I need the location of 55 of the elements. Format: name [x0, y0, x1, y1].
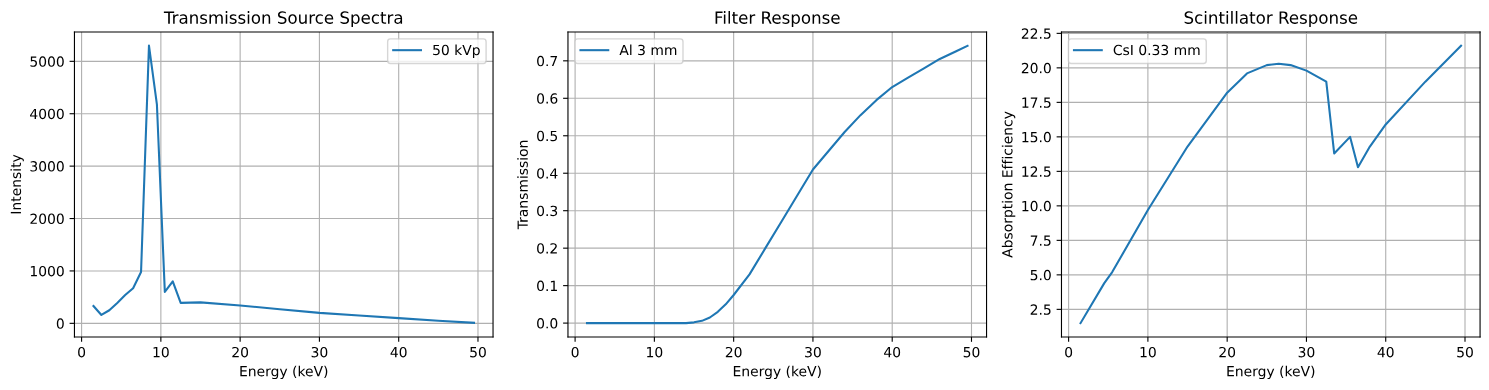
y-axis-title: Intensity [10, 154, 24, 214]
y-tick-label: 15.0 [1022, 131, 1051, 143]
x-tick-label: 10 [153, 346, 169, 358]
x-tick-label: 40 [884, 346, 901, 358]
line-series [1079, 44, 1463, 325]
y-tick-label: 2.5 [1030, 304, 1051, 315]
y-tick-label: 12.5 [1022, 166, 1051, 177]
line-series [585, 44, 969, 325]
y-tick-label: 20.0 [1021, 62, 1051, 74]
chart-title: Scintillator Response [1184, 10, 1358, 28]
y-tick-label: 10.0 [1022, 200, 1051, 212]
y-tick-label: 17.5 [1022, 97, 1051, 108]
x-tick-label: 40 [1377, 346, 1394, 358]
x-tick-label: 0 [78, 346, 86, 358]
x-axis-title: Energy (keV) [733, 365, 821, 380]
y-tick-label: 22.5 [1021, 28, 1051, 39]
y-tick-label: 3000 [30, 161, 64, 172]
x-axis-title: Energy (keV) [1227, 365, 1315, 380]
y-tick-label: 0.5 [537, 130, 558, 142]
x-tick-label: 50 [963, 346, 980, 358]
y-axis-title: Absorption Efficiency [1001, 111, 1016, 258]
x-tick-label: 20 [725, 346, 742, 358]
y-tick-label: 0.4 [537, 168, 558, 179]
x-tick-label: 20 [232, 346, 249, 358]
legend-label: 50 kVp [433, 44, 480, 58]
legend-label: CsI 0.33 mm [1113, 44, 1200, 56]
x-tick-label: 40 [390, 346, 407, 358]
y-tick-label: 2000 [30, 213, 64, 225]
x-tick-label: 0 [571, 346, 579, 358]
x-axis-title: Energy (keV) [240, 365, 328, 380]
x-tick-label: 50 [1457, 346, 1473, 358]
y-tick-label: 0 [56, 318, 64, 329]
y-tick-label: 7.5 [1030, 235, 1051, 246]
y-tick-label: 5.0 [1030, 269, 1051, 281]
x-tick-label: 30 [805, 346, 821, 358]
x-tick-label: 10 [647, 346, 663, 358]
y-tick-label: 4000 [30, 108, 64, 120]
x-tick-label: 20 [1219, 346, 1236, 358]
y-axis-title: Transmission [517, 140, 528, 230]
y-tick-label: 0.2 [537, 243, 557, 254]
x-tick-label: 30 [1298, 346, 1315, 358]
y-tick-label: 5000 [30, 56, 64, 67]
y-tick-label: 0.0 [537, 318, 558, 329]
x-tick-label: 30 [311, 346, 328, 358]
y-tick-label: 1000 [30, 265, 64, 277]
y-tick-label: 0.6 [537, 93, 558, 104]
chart-title: Transmission Source Spectra [163, 10, 403, 28]
chart-title: Filter Response [715, 10, 840, 28]
legend-label: Al 3 mm [619, 44, 677, 56]
x-tick-label: 50 [470, 346, 486, 358]
x-tick-label: 0 [1065, 346, 1073, 358]
y-tick-label: 0.1 [537, 280, 557, 292]
x-tick-label: 10 [1140, 346, 1156, 358]
y-tick-label: 0.3 [537, 205, 558, 217]
y-tick-label: 0.7 [537, 55, 558, 67]
